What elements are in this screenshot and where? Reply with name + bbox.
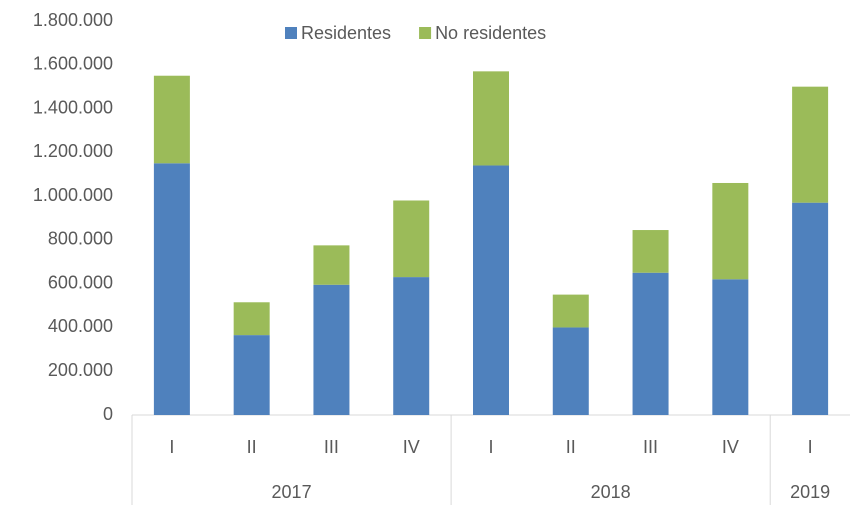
y-tick-label: 600.000 xyxy=(48,272,113,292)
bar-segment xyxy=(712,182,749,280)
x-tick-label: II xyxy=(566,437,576,457)
y-tick-label: 1.000.000 xyxy=(33,185,113,205)
group-label: 2019 xyxy=(790,482,830,502)
bar-segment xyxy=(153,75,190,164)
bar-segment xyxy=(233,302,270,336)
y-tick-label: 0 xyxy=(103,404,113,424)
x-tick-label: I xyxy=(488,437,493,457)
y-tick-label: 200.000 xyxy=(48,360,113,380)
group-label: 2017 xyxy=(272,482,312,502)
y-tick-label: 800.000 xyxy=(48,229,113,249)
bar-segment xyxy=(632,230,669,273)
bar-segment xyxy=(393,200,430,278)
legend-label: Residentes xyxy=(301,23,391,43)
x-tick-label: I xyxy=(169,437,174,457)
x-tick-label: II xyxy=(247,437,257,457)
y-tick-label: 400.000 xyxy=(48,316,113,336)
y-tick-label: 1.600.000 xyxy=(33,54,113,74)
y-tick-label: 1.400.000 xyxy=(33,97,113,117)
x-tick-label: I xyxy=(808,437,813,457)
bar-segment xyxy=(792,86,829,203)
legend-label: No residentes xyxy=(435,23,546,43)
x-tick-label: IV xyxy=(722,437,739,457)
x-tick-label: III xyxy=(643,437,658,457)
legend-swatch xyxy=(285,27,297,39)
bar-segment xyxy=(473,71,509,166)
bar-segment xyxy=(792,202,829,415)
y-tick-label: 1.200.000 xyxy=(33,141,113,161)
bar-segment xyxy=(552,294,589,328)
bar-segment xyxy=(393,277,430,415)
x-tick-label: III xyxy=(324,437,339,457)
y-tick-label: 1.800.000 xyxy=(33,10,113,30)
bar-segment xyxy=(632,272,669,415)
bar-segment xyxy=(313,245,350,285)
group-label: 2018 xyxy=(591,482,631,502)
bar-segment xyxy=(473,165,509,415)
bar-segment xyxy=(233,335,270,415)
legend-swatch xyxy=(419,27,432,39)
bar-segment xyxy=(153,163,190,415)
bar-segment xyxy=(552,327,589,415)
bar-segment xyxy=(712,279,749,415)
bar-segment xyxy=(313,284,350,415)
x-tick-label: IV xyxy=(403,437,420,457)
